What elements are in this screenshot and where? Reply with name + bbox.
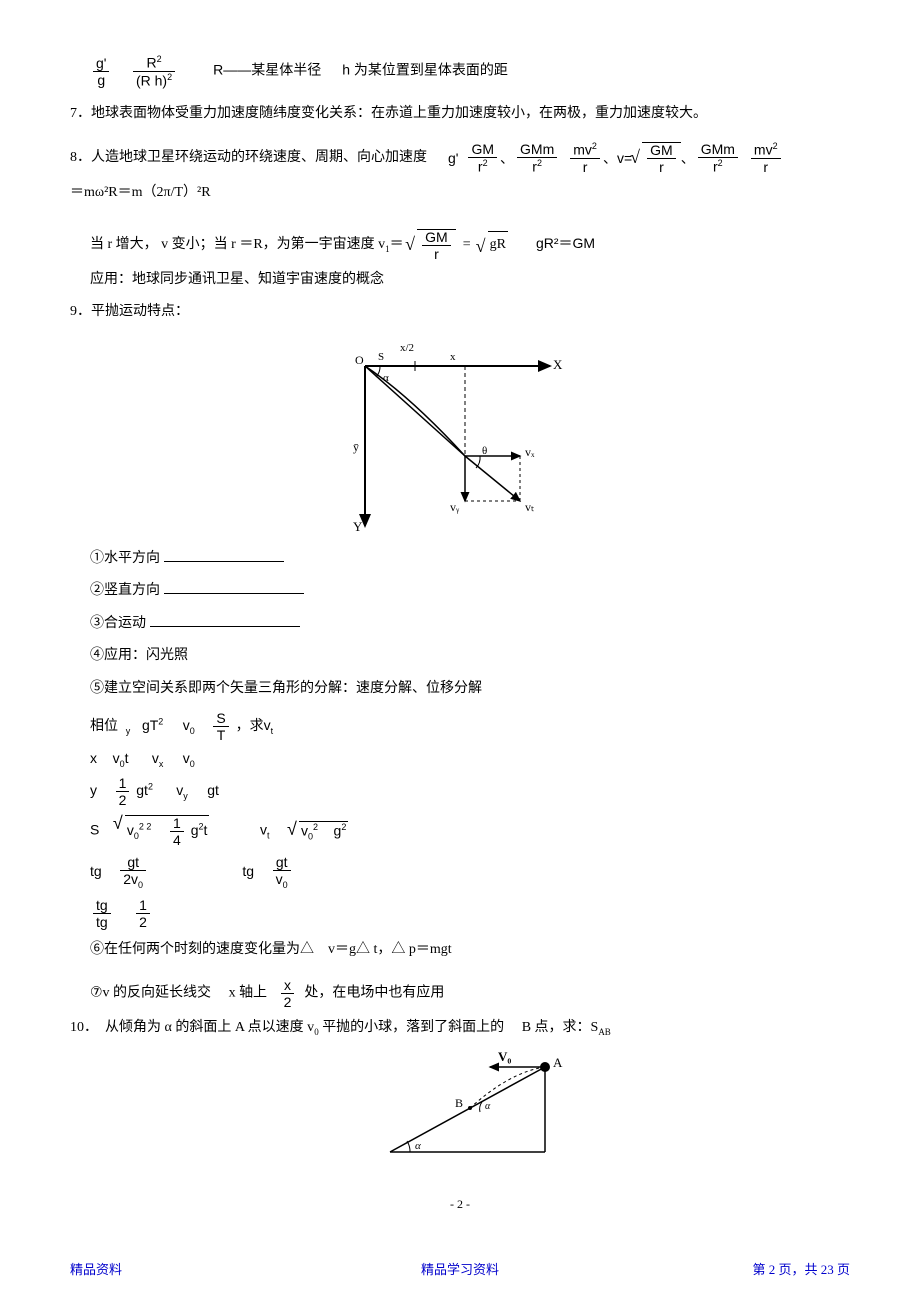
svg-text:θ: θ — [482, 445, 487, 457]
item-10: 10． 从倾角为 α 的斜面上 A 点以速度 v0 平抛的小球，落到了斜面上的 … — [70, 1015, 850, 1042]
svg-text:α: α — [485, 1101, 491, 1112]
sub-2: ②竖直方向 — [70, 578, 850, 605]
svg-text:ȳ: ȳ — [353, 440, 359, 454]
sub-5: ⑤建立空间关系即两个矢量三角形的分解：速度分解、位移分解 — [70, 676, 850, 703]
frac-num: g' — [93, 56, 109, 72]
gr2-gm: gR²＝GM — [536, 235, 595, 251]
svg-text:A: A — [553, 1055, 563, 1070]
svg-text:V₀: V₀ — [498, 1049, 511, 1064]
frac-num: R2 — [133, 55, 175, 72]
top-equation: g' g R2 (R h)2 R——某星体半径 h 为某位置到星体表面的距 — [70, 55, 850, 87]
document-page: g' g R2 (R h)2 R——某星体半径 h 为某位置到星体表面的距 7．… — [0, 0, 920, 1303]
projectile-diagram: O S x/2 x X ȳ Y α θ vₓ vᵧ vₜ — [350, 336, 565, 536]
item-9: 9．平抛运动特点： — [70, 299, 850, 326]
footer-right: 第 2 页，共 23 页 — [752, 1259, 850, 1278]
eq-tg-ratio: tgtg 12 — [70, 898, 850, 929]
svg-text:vₜ: vₜ — [525, 500, 535, 514]
g-prime: g' — [448, 145, 458, 172]
sub-3: ③合运动 — [70, 611, 850, 638]
frac-g: g' g — [93, 56, 109, 87]
eq-phase: 相位 y gT2 v0 ST ，求vt — [70, 711, 850, 742]
frac-R: R2 (R h)2 — [133, 55, 175, 87]
item-8-line3: 当 r 增大， v 变小；当 r ＝R，为第一宇宙速度 v1＝ GMr = gR… — [70, 229, 850, 261]
footer-left: 精品资料 — [70, 1262, 122, 1277]
sub-6: ⑥在任何两个时刻的速度变化量为△ v＝g△ t，△ p＝mgt — [70, 937, 850, 964]
term6: mv2 r — [751, 142, 781, 174]
svg-text:vₓ: vₓ — [525, 445, 535, 459]
svg-text:S: S — [378, 351, 384, 363]
term1: GM r2 — [468, 142, 497, 174]
svg-text:α: α — [383, 372, 389, 384]
note-r: R——某星体半径 — [213, 61, 321, 77]
eq-y: y 12 gt2 vy gt — [70, 776, 850, 807]
svg-text:α: α — [415, 1140, 421, 1152]
eq-x: x v0t vx v0 — [70, 750, 850, 769]
eq-S: S v02 2 14 g2t vt v02 g2 — [70, 815, 850, 847]
svg-text:x/2: x/2 — [400, 342, 414, 354]
item-8: 8．人造地球卫星环绕运动的环绕速度、周期、向心加速度 g' GM r2 、 GM… — [70, 142, 850, 174]
sqrt-term4: GMr — [632, 142, 681, 174]
eq-tg: tg gt2v0 tg gtv0 — [70, 855, 850, 890]
item-7: 7．地球表面物体受重力加速度随纬度变化关系：在赤道上重力加速度较小，在两极，重力… — [70, 101, 850, 128]
svg-text:X: X — [553, 357, 563, 372]
sqrt-v1-b: gR — [478, 231, 508, 259]
svg-text:Y: Y — [353, 519, 363, 534]
svg-text:vᵧ: vᵧ — [450, 500, 460, 514]
sub-1: ①水平方向 — [70, 546, 850, 573]
item-8-app: 应用：地球同步通讯卫星、知道宇宙速度的概念 — [70, 267, 850, 294]
footer-center: 精品学习资料 — [421, 1259, 499, 1278]
page-number-center: - 2 - — [70, 1197, 850, 1212]
sub-7: ⑦v 的反向延长线交 x 轴上 x2 处，在电场中也有应用 — [70, 978, 850, 1009]
frac-den: (R h)2 — [133, 72, 175, 88]
svg-text:B: B — [455, 1096, 463, 1110]
sqrt-v1-a: GMr — [407, 229, 456, 261]
note-h: h 为某位置到星体表面的距 — [342, 61, 508, 77]
sub-4: ④应用：闪光照 — [70, 643, 850, 670]
frac-den: g — [93, 72, 109, 87]
term2: GMm r2 — [517, 142, 557, 174]
term5: GMm r2 — [698, 142, 738, 174]
term3: mv2 r — [570, 142, 600, 174]
incline-diagram: V₀ A B α α — [380, 1047, 580, 1167]
item-8-line2: ＝mω²R＝m（2π/T）²R — [70, 180, 850, 207]
page-footer: 精品资料 精品学习资料 第 2 页，共 23 页 — [70, 1259, 850, 1278]
svg-text:O: O — [355, 353, 364, 367]
svg-text:x: x — [450, 351, 456, 363]
